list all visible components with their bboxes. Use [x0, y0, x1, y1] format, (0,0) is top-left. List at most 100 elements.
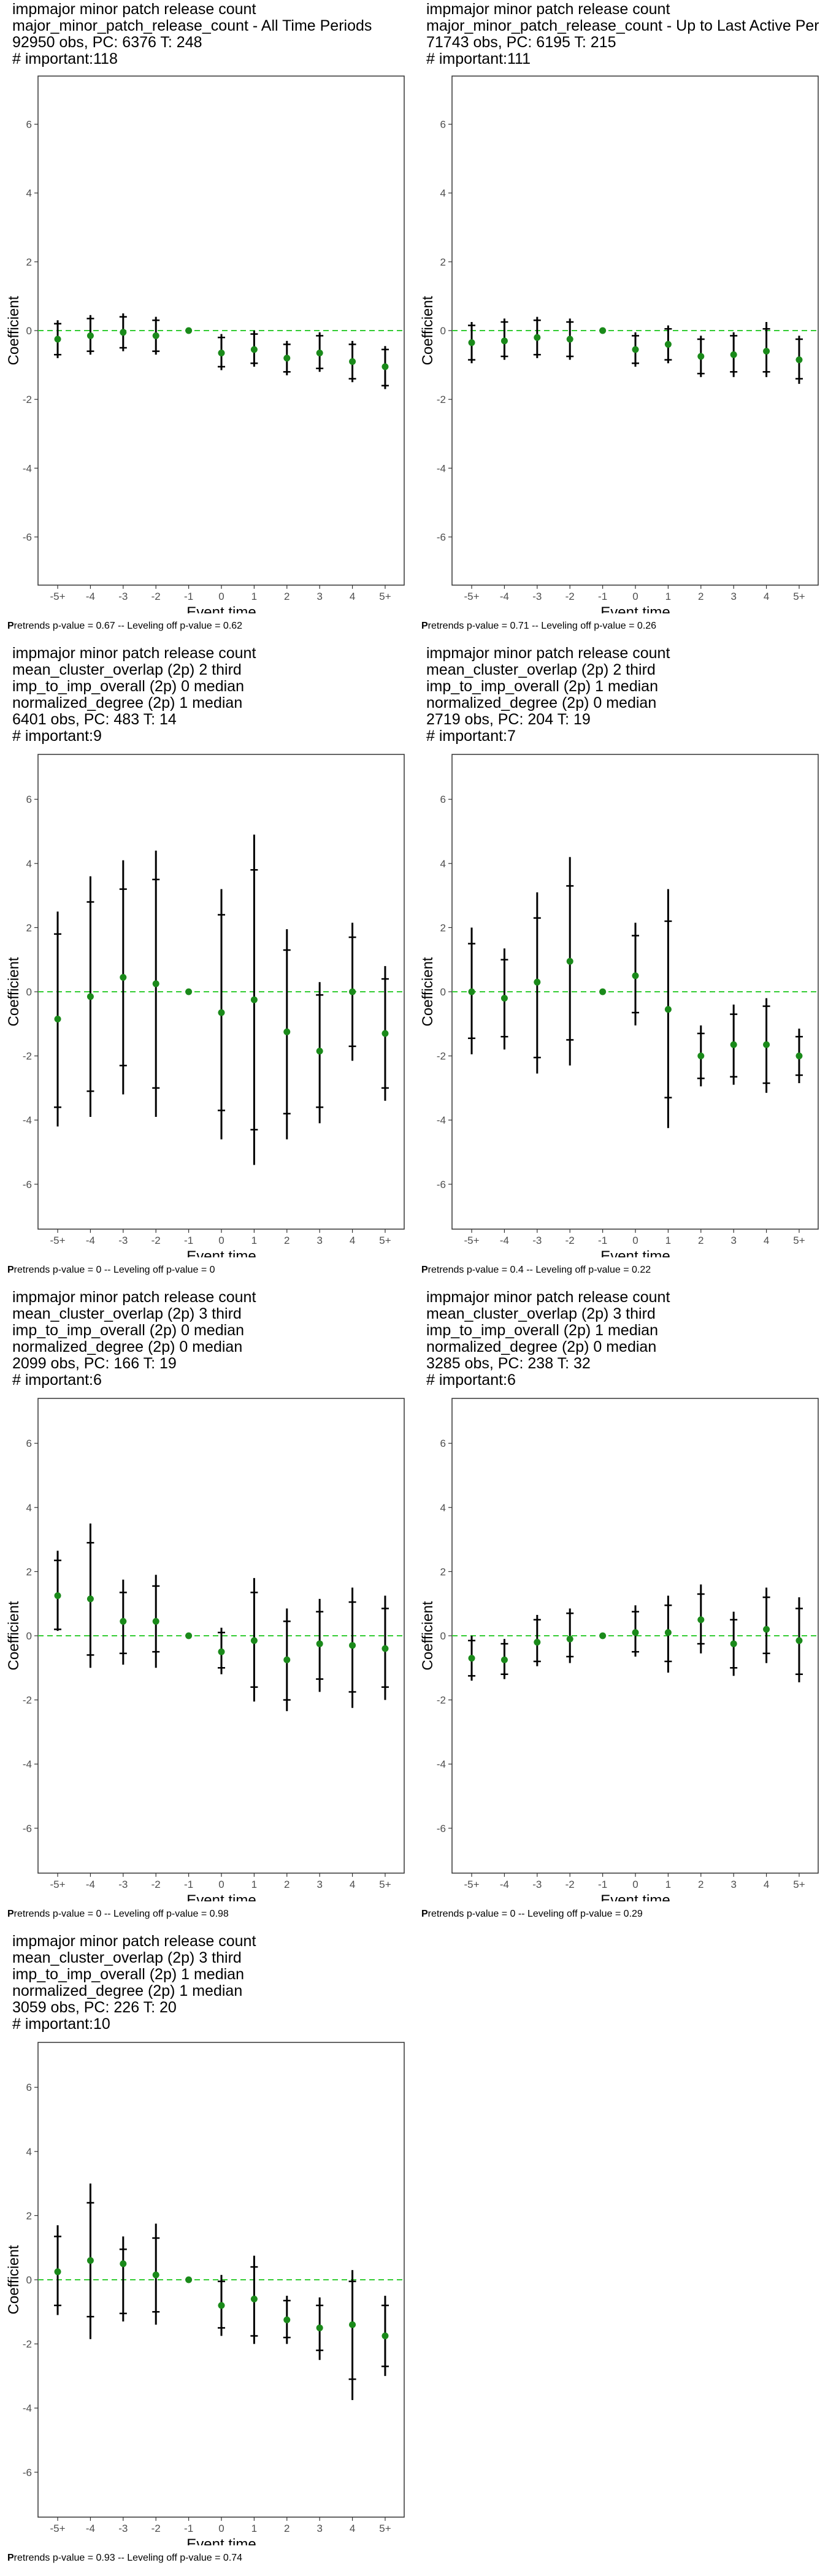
point-estimate: [534, 978, 541, 986]
point-estimate: [763, 348, 770, 355]
footnote-bold: P: [7, 2553, 14, 2563]
point-estimate: [730, 1640, 737, 1647]
x-tick-label: -5+: [50, 1235, 66, 1246]
x-tick-label: -1: [598, 1879, 607, 1890]
x-tick-label: 4: [764, 1235, 769, 1246]
x-tick-label: 0: [632, 1235, 638, 1246]
title-line: # important:118: [12, 50, 118, 67]
y-tick-label: -4: [23, 462, 32, 474]
point-estimate: [250, 346, 258, 353]
point-estimate: [283, 1656, 291, 1663]
y-tick-label: 0: [440, 986, 446, 998]
point-estimate: [54, 2268, 61, 2275]
footnote-text: retrends p-value = 0.67 -- Leveling off …: [13, 621, 243, 631]
point-estimate: [316, 349, 323, 356]
y-axis-label: Coefficient: [420, 1601, 436, 1670]
x-tick-label: 2: [284, 591, 289, 602]
y-tick-label: -4: [23, 2402, 32, 2414]
title-line: # important:10: [12, 2015, 110, 2033]
x-tick-label: 5+: [379, 1879, 391, 1890]
x-tick-label: 5+: [379, 1235, 391, 1246]
y-tick-label: 2: [440, 922, 446, 933]
x-axis-label: Event time: [186, 604, 256, 613]
x-tick-label: -3: [118, 1235, 128, 1246]
title-line: normalized_degree (2p) 0 median: [426, 694, 657, 711]
x-axis-label: Event time: [186, 1248, 256, 1257]
point-estimate: [54, 1015, 61, 1022]
plot-svg: -6 -4 -2 0 2 4 6 -5+ -4 -3 -2 -1 0 1 2 3 4 5+ Event time Co…: [420, 754, 819, 1257]
point-estimate: [664, 1629, 672, 1636]
x-tick-label: 1: [251, 1235, 257, 1246]
title-line: normalized_degree (2p) 0 median: [12, 1338, 243, 1355]
footnote-bold: P: [7, 1265, 14, 1275]
y-tick-label: 0: [26, 1630, 32, 1642]
point-estimate: [534, 334, 541, 341]
title-line: impmajor minor patch release count: [426, 1289, 670, 1306]
title-line: mean_cluster_overlap (2p) 3 third: [12, 1949, 242, 1966]
point-estimate: [152, 1617, 159, 1625]
x-tick-label: -4: [86, 1235, 95, 1246]
y-tick-label: -2: [23, 2339, 32, 2350]
chart-panel-3: impmajor minor patch release count mean_…: [0, 644, 405, 1282]
y-tick-label: 6: [440, 1438, 446, 1449]
point-estimate: [381, 363, 389, 370]
point-estimate: [534, 1638, 541, 1646]
title-line: 6401 obs, PC: 483 T: 14: [12, 711, 177, 728]
y-tick-label: -6: [23, 531, 32, 543]
chart-title: impmajor minor patch release count mean_…: [12, 1289, 405, 1389]
x-axis-label: Event time: [600, 1892, 670, 1901]
x-tick-label: 2: [284, 2523, 289, 2534]
x-tick-label: 3: [730, 591, 736, 602]
y-tick-label: -2: [437, 1695, 446, 1706]
plot-frame: [37, 75, 405, 586]
x-tick-label: 0: [218, 2523, 224, 2534]
point-estimate: [468, 988, 475, 995]
y-axis-label: Coefficient: [420, 296, 436, 365]
title-line: impmajor minor patch release count: [12, 1933, 256, 1950]
x-tick-label: -4: [86, 2523, 95, 2534]
title-line: # important:111: [426, 50, 531, 67]
point-estimate: [283, 1028, 291, 1035]
point-estimate: [120, 1617, 127, 1625]
y-tick-label: -6: [23, 2467, 32, 2478]
point-estimate: [381, 1030, 389, 1037]
point-estimate: [185, 1632, 193, 1639]
point-estimate: [381, 2333, 389, 2340]
x-tick-label: -5+: [50, 591, 66, 602]
y-tick-label: -4: [437, 1114, 446, 1126]
x-tick-label: -3: [532, 1235, 542, 1246]
x-tick-label: 3: [730, 1235, 736, 1246]
point-estimate: [599, 327, 607, 334]
point-estimate: [468, 339, 475, 347]
point-estimate: [250, 2295, 258, 2302]
y-tick-label: 0: [26, 986, 32, 998]
point-estimate: [283, 355, 291, 362]
footnote-text: retrends p-value = 0.71 -- Leveling off …: [427, 621, 657, 631]
plot-frame: [451, 75, 819, 586]
y-tick-label: 4: [26, 1502, 32, 1514]
point-estimate: [632, 346, 639, 353]
x-tick-label: -3: [118, 2523, 128, 2534]
footnote-bold: P: [421, 621, 428, 631]
pretrends-footnote: Pretrends p-value = 0.71 -- Leveling off…: [421, 621, 656, 632]
y-tick-label: -2: [23, 1695, 32, 1706]
x-tick-label: 0: [218, 1235, 224, 1246]
point-estimate: [697, 353, 705, 360]
chart-panel-6: impmajor minor patch release count mean_…: [414, 1288, 819, 1926]
x-tick-label: -1: [184, 591, 193, 602]
title-line: major_minor_patch_release_count - Up to …: [426, 17, 819, 34]
x-tick-label: -3: [532, 1879, 542, 1890]
x-tick-label: -4: [500, 591, 509, 602]
y-tick-label: -4: [437, 462, 446, 474]
x-tick-label: -4: [500, 1879, 509, 1890]
x-tick-label: -2: [565, 591, 575, 602]
x-tick-label: -2: [151, 2523, 161, 2534]
y-axis-label: Coefficient: [6, 1601, 22, 1670]
x-tick-label: 5+: [379, 591, 391, 602]
x-tick-label: 3: [316, 591, 322, 602]
x-tick-label: 1: [251, 591, 257, 602]
y-tick-label: -4: [437, 1758, 446, 1770]
chart-panel-5: impmajor minor patch release count mean_…: [0, 1288, 405, 1926]
x-axis-label: Event time: [600, 1248, 670, 1257]
point-estimate: [664, 1006, 672, 1013]
